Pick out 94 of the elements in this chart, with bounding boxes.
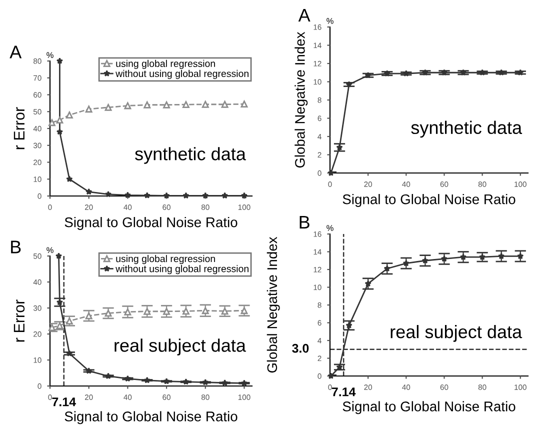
point (104, 104, 112, 111)
text: % (46, 52, 54, 58)
point (55, 252, 62, 259)
y-axis-title: Global Negative Index (266, 236, 280, 373)
point (202, 100, 209, 108)
point (336, 144, 343, 150)
point (182, 308, 190, 315)
point (498, 252, 505, 260)
point (221, 308, 228, 315)
point (56, 298, 64, 306)
point (440, 255, 448, 262)
point (163, 101, 170, 108)
point (56, 128, 64, 135)
point (144, 101, 151, 108)
point (144, 376, 150, 384)
point (221, 192, 228, 199)
point (202, 192, 209, 199)
point (182, 192, 190, 199)
point (328, 170, 334, 176)
point (364, 280, 372, 287)
text: % (326, 225, 334, 231)
point (202, 307, 209, 314)
chart-title: A (298, 9, 310, 22)
point (104, 372, 112, 380)
point (182, 378, 190, 385)
x-axis-title: Signal to Global Noise Ratio (342, 401, 516, 414)
point (460, 69, 467, 76)
point (85, 106, 92, 113)
point (346, 81, 352, 88)
point (85, 312, 92, 320)
annotation: real subject data (114, 338, 246, 356)
text: % (326, 18, 334, 24)
point (478, 254, 486, 260)
x-axis-title: Signal to Global Noise Ratio (64, 217, 238, 230)
point (498, 69, 505, 76)
point (364, 72, 372, 78)
point (56, 116, 64, 124)
point (124, 308, 132, 316)
point (86, 367, 92, 374)
chart-title: B (300, 216, 310, 228)
point (422, 257, 429, 264)
point (478, 69, 486, 76)
point (66, 176, 73, 182)
point (346, 322, 352, 328)
point (144, 192, 150, 198)
legend-label: without using global regression (116, 265, 248, 274)
legend-label: using global regression (116, 255, 215, 264)
point (328, 372, 334, 379)
point (402, 260, 410, 266)
point (240, 192, 248, 199)
point (56, 58, 64, 64)
legend-label: without using global regression (116, 70, 248, 79)
point (163, 378, 170, 384)
point (384, 70, 390, 76)
point (66, 318, 73, 324)
chart-title: A (10, 46, 22, 58)
y-axis-title: r Error (14, 300, 25, 342)
ref-line-label: 7.14 (332, 388, 356, 396)
annotation: synthetic data (411, 120, 522, 138)
text: % (46, 247, 54, 254)
point (221, 100, 228, 108)
point (86, 188, 92, 195)
point (144, 308, 151, 315)
chart-title: B (11, 240, 21, 254)
annotation: real subject data (390, 324, 522, 342)
point (402, 70, 410, 76)
point (66, 350, 73, 356)
ref-line-label: 7.14 (52, 398, 76, 406)
point (104, 310, 112, 317)
x-axis-title: Signal to Global Noise Ratio (64, 411, 238, 424)
point (221, 379, 228, 386)
x-axis-title: Signal to Global Noise Ratio (342, 194, 516, 207)
point (124, 192, 132, 198)
point (440, 69, 448, 76)
point (384, 265, 390, 272)
point (460, 254, 467, 260)
legend-label: using global regression (116, 60, 215, 69)
point (182, 101, 190, 108)
point (517, 69, 524, 76)
point (240, 380, 248, 386)
annotation: synthetic data (135, 147, 246, 164)
point (124, 375, 132, 382)
point (240, 100, 248, 108)
y-axis-title: r Error (14, 107, 25, 150)
point (422, 69, 429, 76)
point (517, 252, 524, 260)
point (66, 112, 73, 118)
point (163, 192, 170, 199)
point (124, 102, 132, 110)
point (240, 307, 248, 314)
y-axis-title: Global Negative Index (294, 32, 308, 168)
ref-line-label: 3.0 (292, 344, 309, 353)
point (202, 378, 209, 386)
point (163, 308, 170, 315)
